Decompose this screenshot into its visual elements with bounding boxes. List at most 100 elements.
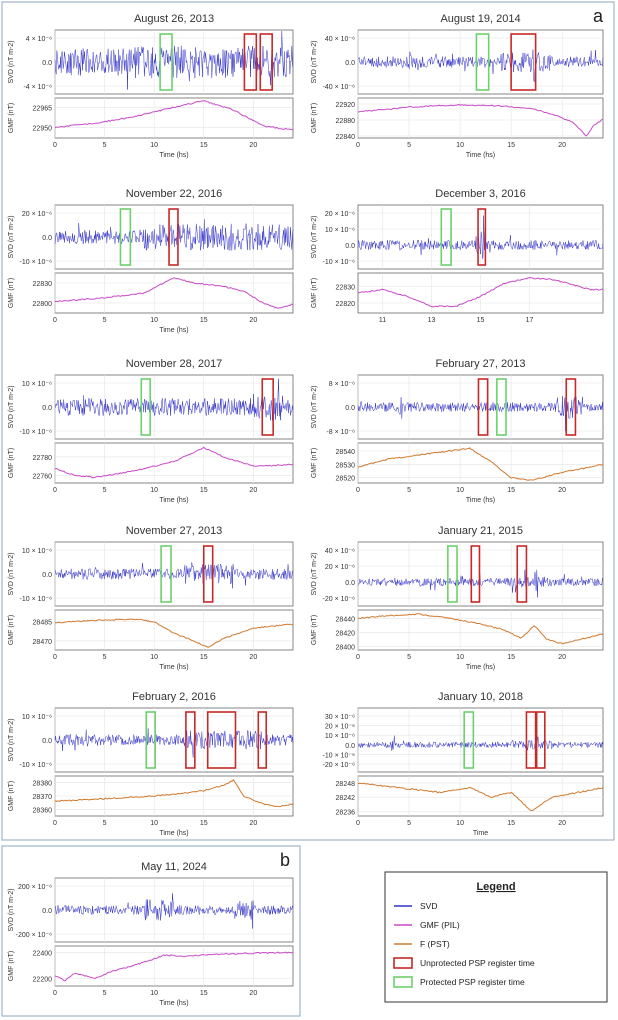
panel-label-a: a	[593, 6, 604, 26]
legend-swatch-box	[393, 957, 413, 969]
svd-ytick-label: 8 × 10⁻⁶	[329, 381, 355, 388]
x-axis-label: Time (hs)	[159, 497, 188, 504]
unprotected-psp-box	[477, 208, 487, 266]
legend-item-label: F (PST)	[420, 939, 450, 949]
x-axis-label: Time (hs)	[159, 152, 188, 159]
panel-label-b: b	[280, 850, 290, 870]
svd-series	[357, 735, 604, 751]
xtick-label: 20	[249, 820, 257, 827]
svd-ytick-label: -10 × 10⁻⁶	[323, 259, 356, 266]
xtick-label: 15	[507, 820, 515, 827]
svd-ytick-label: 4 × 10⁻⁶	[26, 36, 52, 43]
svd-ylabel: SVD (nT m-2)	[8, 552, 15, 595]
legend-title: Legend	[476, 881, 515, 893]
unprotected-psp-box	[565, 378, 577, 436]
xtick-label: 10	[150, 317, 158, 324]
legend-item-label: SVD	[420, 901, 437, 911]
gmf-ytick-label: 22830	[33, 281, 53, 288]
svd-ytick-label: 40 × 10⁻⁶	[325, 548, 355, 555]
protected-psp-box	[496, 378, 507, 436]
chart-title: January 21, 2015	[438, 525, 523, 537]
gmf-ytick-label: 22400	[33, 950, 53, 957]
x-axis-label: Time (hs)	[466, 497, 495, 504]
svd-series	[357, 215, 604, 260]
svd-ytick-label: 10 × 10⁻⁶	[325, 227, 355, 234]
gmf-ytick-label: 28400	[336, 644, 356, 651]
gmf-ytick-label: 22950	[33, 125, 53, 132]
unprotected-psp-box	[202, 545, 214, 603]
xtick-label: 0	[53, 487, 57, 494]
xtick-label: 5	[103, 654, 107, 661]
svd-ylabel: SVD (nT m-2)	[8, 215, 15, 258]
gmf-ytick-label: 22880	[336, 118, 356, 125]
svd-ytick-label: 0.0	[42, 572, 52, 579]
gmf-ylabel: GMF (nT)	[311, 448, 318, 478]
gmf-ylabel: GMF (nT)	[8, 278, 15, 308]
xtick-label: 5	[407, 487, 411, 494]
xtick-label: 11	[379, 317, 386, 324]
xtick-label: 15	[200, 990, 208, 997]
xtick-label: 10	[456, 142, 464, 149]
gmf-ylabel: GMF (nT)	[311, 615, 318, 645]
xtick-label: 20	[249, 142, 257, 149]
svd-ylabel: SVD (nT m-2)	[311, 215, 318, 258]
svd-ylabel: SVD (nT m-2)	[8, 718, 15, 761]
gmf-series	[357, 447, 604, 481]
gmf-ytick-label: 28420	[336, 630, 356, 637]
unprotected-psp-box	[510, 33, 537, 91]
xtick-label: 10	[150, 990, 158, 997]
chart-title: February 27, 2013	[436, 358, 526, 370]
gmf-ytick-label: 22965	[33, 105, 53, 112]
gmf-axes-frame	[54, 272, 294, 314]
x-axis-label: Time (hs)	[159, 1000, 188, 1007]
gmf-ytick-label: 22200	[33, 976, 53, 983]
charts-group: August 26, 2013 4 × 10⁻⁶ 0.0 -4 × 10⁻⁶ SVD (…	[8, 13, 604, 1007]
xtick-label: 15	[200, 317, 208, 324]
svd-series	[54, 30, 294, 90]
unprotected-psp-box	[206, 711, 237, 769]
svd-ytick-label: -10 × 10⁻⁶	[20, 596, 53, 603]
unprotected-psp-box	[257, 711, 268, 769]
legend-items: SVD GMF (PIL) F (PST) Unprotected PSP regis…	[393, 901, 535, 988]
gmf-ytick-label: 28440	[336, 616, 356, 623]
unprotected-psp-box	[168, 208, 179, 266]
gmf-ylabel: GMF (nT)	[311, 103, 318, 133]
protected-psp-box	[140, 378, 151, 436]
svd-series	[357, 569, 604, 598]
gmf-ytick-label: 28520	[336, 476, 356, 483]
svd-ytick-label: 0.0	[42, 235, 52, 242]
svd-ytick-label: -4 × 10⁻⁶	[23, 84, 52, 91]
gmf-ytick-label: 22760	[33, 474, 53, 481]
unprotected-psp-box	[535, 711, 546, 769]
gmf-series	[54, 951, 294, 982]
chart-title: November 27, 2013	[126, 525, 223, 537]
chart-5: November 28, 2017 10 × 10⁻⁶ 0.0 -10 × 10⁻⁶ S…	[8, 358, 294, 504]
x-axis-label: Time	[473, 830, 488, 837]
gmf-ylabel: GMF (nT)	[8, 448, 15, 478]
svd-ytick-label: 0.0	[345, 243, 355, 250]
gmf-series	[357, 613, 604, 645]
gmf-ytick-label: 28485	[33, 620, 53, 627]
svd-ylabel: SVD (nT m-2)	[311, 40, 318, 83]
xtick-label: 5	[407, 142, 411, 149]
svd-series	[357, 396, 604, 432]
xtick-label: 0	[356, 142, 360, 149]
xtick-label: 15	[477, 317, 485, 324]
unprotected-psp-box	[261, 378, 274, 436]
svd-ytick-label: -8 × 10⁻⁶	[326, 429, 355, 436]
protected-psp-box	[160, 545, 172, 603]
chart-7: November 27, 2013 10 × 10⁻⁶ 0.0 -10 × 10⁻⁶ S…	[8, 525, 294, 671]
xtick-label: 20	[558, 820, 566, 827]
xtick-label: 20	[249, 654, 257, 661]
gmf-series	[54, 100, 294, 131]
gmf-ylabel: GMF (nT)	[8, 103, 15, 133]
gmf-ylabel: GMF (nT)	[8, 951, 15, 981]
chart-title: August 26, 2013	[134, 13, 214, 25]
protected-psp-box	[475, 33, 490, 91]
xtick-label: 0	[53, 317, 57, 324]
gmf-ytick-label: 22800	[33, 301, 53, 308]
unprotected-psp-box	[477, 378, 489, 436]
svd-series	[357, 49, 604, 82]
xtick-label: 10	[150, 820, 158, 827]
